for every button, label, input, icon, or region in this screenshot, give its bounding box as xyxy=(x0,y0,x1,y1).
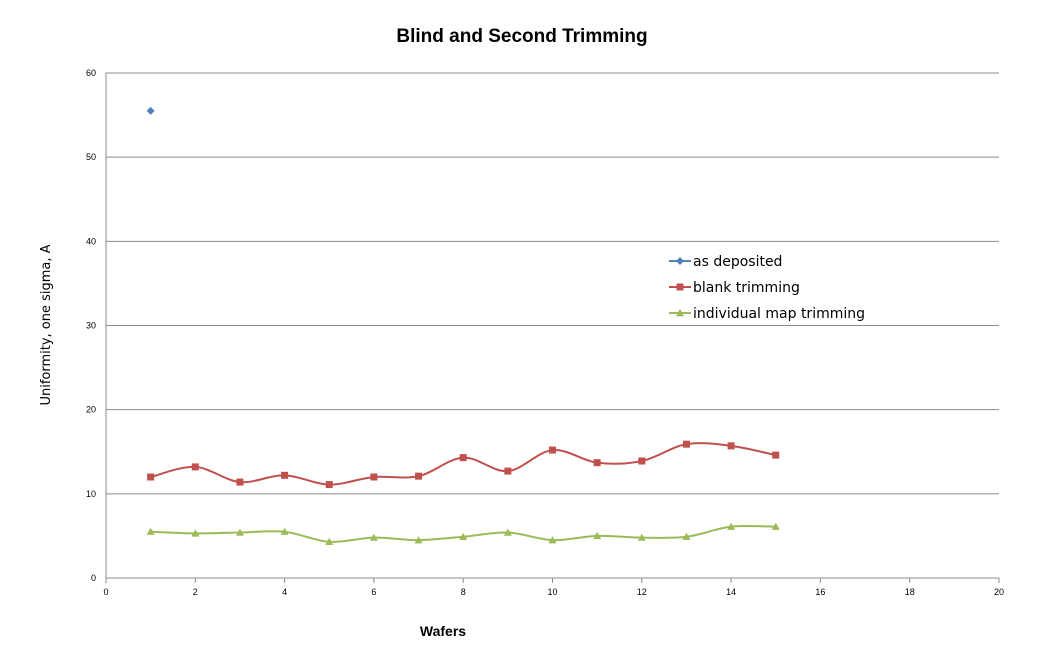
legend-label: individual map trimming xyxy=(693,306,865,322)
data-point xyxy=(682,532,691,540)
legend-label: blank trimming xyxy=(693,280,800,296)
axes xyxy=(105,73,1000,583)
data-point xyxy=(549,446,556,454)
y-axis-title: Uniformity, one sigma, A xyxy=(39,244,54,405)
x-tick-label: 16 xyxy=(815,587,825,597)
gridlines xyxy=(106,72,999,495)
data-point xyxy=(281,471,289,479)
x-tick-label: 6 xyxy=(371,587,376,597)
legend-marker xyxy=(676,257,684,265)
y-tick-label: 0 xyxy=(91,573,96,583)
data-point xyxy=(415,472,423,480)
legend-item-0: as deposited xyxy=(669,254,782,270)
data-point xyxy=(504,467,512,475)
data-point xyxy=(147,473,155,481)
data-point xyxy=(236,478,244,486)
data-point xyxy=(459,454,467,462)
legend-item-2: individual map trimming xyxy=(669,306,865,322)
data-point xyxy=(593,531,602,540)
data-point xyxy=(414,536,423,544)
series-0 xyxy=(146,106,155,115)
series-line-1 xyxy=(150,442,776,486)
x-tick-label: 0 xyxy=(103,587,108,597)
x-tick-labels: 0 2 4 6 8 10 12 14 16 18 20 xyxy=(103,587,1004,597)
data-point xyxy=(235,528,244,536)
series xyxy=(146,106,780,546)
data-point xyxy=(548,536,557,544)
x-tick-label: 20 xyxy=(994,587,1004,597)
series-2 xyxy=(146,522,780,546)
x-axis-title: Wafers xyxy=(420,623,466,639)
y-tick-labels: 0 10 20 30 40 50 60 xyxy=(86,68,96,583)
data-point xyxy=(369,533,378,541)
x-tick-label: 4 xyxy=(282,587,287,597)
y-tick-label: 30 xyxy=(86,321,96,331)
data-point xyxy=(146,527,155,535)
y-tick-label: 40 xyxy=(86,236,96,246)
data-point xyxy=(503,528,512,536)
data-point xyxy=(682,440,690,448)
legend-item-1: blank trimming xyxy=(669,280,800,296)
legend-label: as deposited xyxy=(693,254,782,270)
x-tick-label: 8 xyxy=(461,587,466,597)
data-point xyxy=(191,463,199,471)
data-point xyxy=(771,522,780,530)
y-tick-label: 50 xyxy=(86,152,96,162)
x-tick-label: 2 xyxy=(193,587,198,597)
data-point xyxy=(637,533,646,541)
y-tick-label: 10 xyxy=(86,489,96,499)
data-point xyxy=(191,529,200,537)
data-point xyxy=(593,459,601,467)
data-point xyxy=(370,473,378,481)
legend: as deposited blank trimming individual map… xyxy=(669,254,865,322)
series-1 xyxy=(147,440,780,489)
data-point xyxy=(727,522,736,530)
y-tick-label: 20 xyxy=(86,405,96,415)
legend-marker xyxy=(676,283,684,291)
y-tick-label: 60 xyxy=(86,68,96,78)
chart-title: Blind and Second Trimming xyxy=(396,26,647,47)
data-point xyxy=(772,451,780,459)
data-point xyxy=(325,537,334,546)
data-point xyxy=(280,527,289,535)
x-tick-label: 18 xyxy=(905,587,915,597)
data-point xyxy=(459,532,468,540)
data-point xyxy=(325,481,333,489)
data-point xyxy=(727,442,735,450)
x-tick-label: 10 xyxy=(547,587,557,597)
x-tick-label: 12 xyxy=(637,587,647,597)
x-tick-label: 14 xyxy=(726,587,736,597)
legend-marker xyxy=(676,309,684,317)
data-point xyxy=(638,457,646,465)
data-point xyxy=(146,106,155,115)
